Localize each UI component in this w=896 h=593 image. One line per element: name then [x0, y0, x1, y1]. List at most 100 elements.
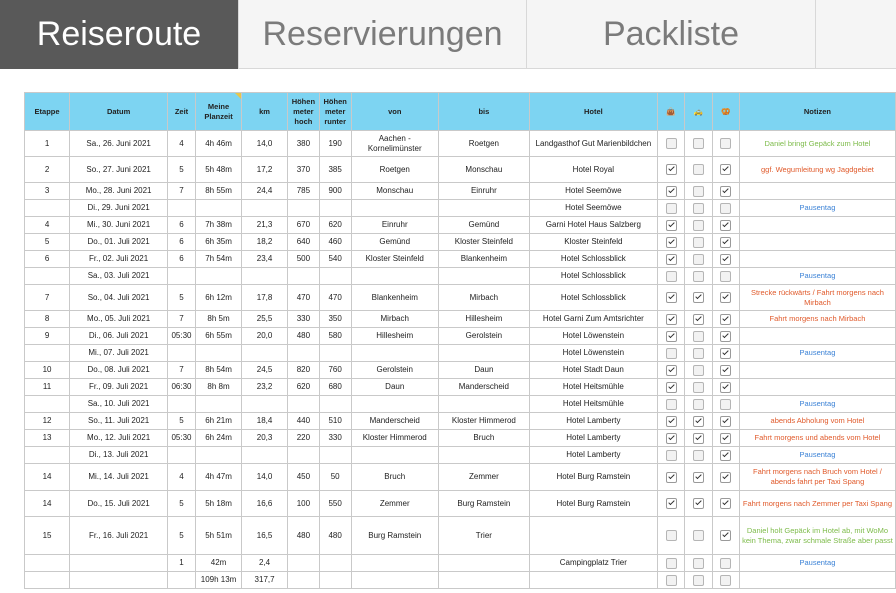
cell-hoch[interactable] — [286, 395, 320, 413]
cell-hoch[interactable]: 450 — [286, 463, 320, 491]
cell-bis[interactable]: Kloster Steinfeld — [437, 233, 530, 251]
cell-zeit[interactable]: 5 — [167, 284, 196, 311]
cell-bis[interactable] — [437, 395, 530, 413]
cell-hoch[interactable]: 470 — [286, 284, 320, 311]
cell-notizen[interactable]: Fahrt morgens und abends vom Hotel — [738, 429, 896, 447]
cell-zeit[interactable]: 7 — [167, 310, 196, 328]
checkbox-checked[interactable] — [720, 185, 732, 197]
cell-datum[interactable]: Sa., 10. Juli 2021 — [69, 395, 169, 413]
cell-zeit[interactable] — [167, 199, 196, 217]
cell-notizen[interactable] — [738, 378, 896, 396]
checkbox-checked[interactable] — [692, 415, 704, 427]
cell-etappe[interactable]: 11 — [23, 378, 71, 396]
cell-runter[interactable] — [318, 446, 352, 464]
checkbox-unchecked[interactable] — [692, 164, 704, 175]
cell-notizen[interactable]: abends Abholung vom Hotel — [738, 412, 896, 430]
cell-runter[interactable]: 470 — [318, 284, 352, 311]
cell-etappe[interactable] — [23, 267, 71, 285]
cell-datum[interactable] — [69, 554, 169, 572]
checkbox-unchecked[interactable] — [692, 253, 704, 265]
cell-km[interactable]: 16,6 — [241, 490, 288, 517]
cell-notizen[interactable]: Fahrt morgens nach Bruch vom Hotel / abe… — [738, 463, 896, 491]
cell-notizen[interactable] — [738, 571, 896, 589]
cell-planzeit[interactable]: 5h 51m — [194, 516, 243, 555]
cell-notizen[interactable]: Pausentag — [738, 554, 896, 572]
cell-von[interactable]: Zemmer — [350, 490, 439, 517]
checkbox-unchecked[interactable] — [720, 138, 732, 149]
cell-etappe[interactable]: 12 — [23, 412, 71, 430]
cell-etappe[interactable]: 1 — [23, 130, 71, 157]
checkbox-unchecked[interactable] — [692, 574, 704, 586]
cell-planzeit[interactable] — [194, 395, 243, 413]
cell-datum[interactable]: Di., 13. Juli 2021 — [69, 446, 169, 464]
cell-hotel[interactable]: Hotel Seemöwe — [528, 182, 658, 200]
cell-von[interactable]: Daun — [350, 378, 439, 396]
checkbox-unchecked[interactable] — [665, 270, 677, 282]
cell-planzeit[interactable]: 6h 12m — [194, 284, 243, 311]
checkbox-checked[interactable] — [665, 164, 677, 175]
cell-planzeit[interactable]: 7h 54m — [194, 250, 243, 268]
checkbox-unchecked[interactable] — [692, 138, 704, 149]
cell-hoch[interactable]: 370 — [286, 156, 320, 183]
checkbox-unchecked[interactable] — [720, 202, 732, 214]
cell-etappe[interactable]: 4 — [23, 216, 71, 234]
cell-etappe[interactable]: 10 — [23, 361, 71, 379]
cell-km[interactable] — [241, 199, 288, 217]
cell-bis[interactable]: Bruch — [437, 429, 530, 447]
cell-runter[interactable] — [318, 554, 352, 572]
cell-runter[interactable]: 330 — [318, 429, 352, 447]
cell-planzeit[interactable]: 8h 5m — [194, 310, 243, 328]
cell-planzeit[interactable]: 5h 48m — [194, 156, 243, 183]
cell-datum[interactable]: Mo., 05. Juli 2021 — [69, 310, 169, 328]
cell-datum[interactable]: Do., 08. Juli 2021 — [69, 361, 169, 379]
cell-etappe[interactable]: 6 — [23, 250, 71, 268]
cell-runter[interactable] — [318, 199, 352, 217]
cell-runter[interactable] — [318, 267, 352, 285]
cell-hotel[interactable]: Hotel Burg Ramstein — [528, 463, 658, 491]
cell-von[interactable] — [350, 571, 439, 589]
cell-runter[interactable]: 550 — [318, 490, 352, 517]
cell-hoch[interactable]: 440 — [286, 412, 320, 430]
cell-etappe[interactable] — [23, 199, 71, 217]
cell-bis[interactable]: Daun — [437, 361, 530, 379]
cell-bis[interactable]: Manderscheid — [437, 378, 530, 396]
tab-reiseroute[interactable]: Reiseroute — [0, 0, 239, 69]
checkbox-checked[interactable] — [665, 253, 677, 265]
cell-hoch[interactable]: 620 — [286, 378, 320, 396]
cell-planzeit[interactable] — [194, 199, 243, 217]
cell-von[interactable] — [350, 199, 439, 217]
cell-von[interactable]: Burg Ramstein — [350, 516, 439, 555]
cell-von[interactable]: Einruhr — [350, 216, 439, 234]
cell-runter[interactable]: 620 — [318, 216, 352, 234]
cell-km[interactable]: 17,8 — [241, 284, 288, 311]
cell-von[interactable]: Gemünd — [350, 233, 439, 251]
checkbox-checked[interactable] — [665, 471, 677, 483]
checkbox-checked[interactable] — [665, 313, 677, 325]
cell-datum[interactable]: Sa., 03. Juli 2021 — [69, 267, 169, 285]
cell-datum[interactable]: Fr., 09. Juli 2021 — [69, 378, 169, 396]
cell-km[interactable] — [241, 344, 288, 362]
cell-datum[interactable]: Sa., 26. Juni 2021 — [69, 130, 169, 157]
checkbox-unchecked[interactable] — [692, 347, 704, 359]
cell-zeit[interactable]: 5 — [167, 156, 196, 183]
cell-hotel[interactable]: Landgasthof Gut Marienbildchen — [528, 130, 658, 157]
cell-planzeit[interactable] — [194, 446, 243, 464]
cell-etappe[interactable] — [23, 395, 71, 413]
checkbox-unchecked[interactable] — [692, 557, 704, 569]
cell-datum[interactable]: Fr., 16. Juli 2021 — [69, 516, 169, 555]
checkbox-unchecked[interactable] — [692, 530, 704, 541]
checkbox-unchecked[interactable] — [665, 138, 677, 149]
cell-zeit[interactable]: 6 — [167, 250, 196, 268]
cell-hotel[interactable]: Hotel Schlossblick — [528, 284, 658, 311]
cell-km[interactable]: 18,4 — [241, 412, 288, 430]
checkbox-checked[interactable] — [665, 415, 677, 427]
cell-km[interactable] — [241, 395, 288, 413]
checkbox-checked[interactable] — [720, 292, 732, 303]
cell-notizen[interactable]: Daniel holt Gepäck im Hotel ab, mit WoMo… — [738, 516, 896, 555]
cell-hoch[interactable]: 820 — [286, 361, 320, 379]
cell-hoch[interactable]: 640 — [286, 233, 320, 251]
cell-notizen[interactable]: Daniel bringt Gepäck zum Hotel — [738, 130, 896, 157]
checkbox-checked[interactable] — [692, 498, 704, 509]
cell-km[interactable] — [241, 446, 288, 464]
cell-zeit[interactable]: 6 — [167, 233, 196, 251]
